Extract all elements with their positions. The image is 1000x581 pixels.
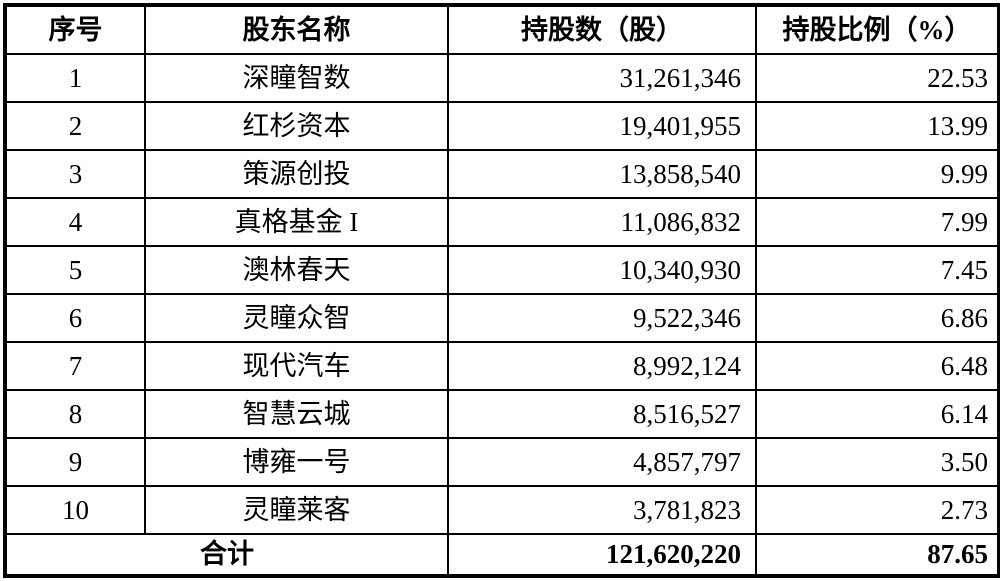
cell-shares: 8,516,527: [447, 389, 757, 439]
cell-name: 策源创投: [144, 149, 449, 199]
cell-shares: 31,261,346: [447, 53, 757, 103]
total-row: 合计 121,620,220 87.65: [4, 533, 1000, 577]
table-row: 4 真格基金 I 11,086,832 7.99: [4, 197, 1000, 247]
header-no: 序号: [4, 4, 146, 55]
cell-name: 智慧云城: [144, 389, 449, 439]
table-row: 5 澳林春天 10,340,930 7.45: [4, 245, 1000, 295]
cell-name: 博雍一号: [144, 437, 449, 487]
cell-shares: 3,781,823: [447, 485, 757, 535]
table-row: 2 红杉资本 19,401,955 13.99: [4, 101, 1000, 151]
table-row: 9 博雍一号 4,857,797 3.50: [4, 437, 1000, 487]
table-row: 10 灵瞳莱客 3,781,823 2.73: [4, 485, 1000, 535]
cell-shares: 13,858,540: [447, 149, 757, 199]
cell-ratio: 7.99: [755, 197, 1000, 247]
cell-no: 10: [4, 485, 146, 535]
cell-ratio: 6.86: [755, 293, 1000, 343]
cell-no: 7: [4, 341, 146, 391]
header-shares-held: 持股数（股）: [447, 4, 757, 55]
header-shareholder-name: 股东名称: [144, 4, 449, 55]
total-ratio-cell: 87.65: [755, 533, 1000, 577]
cell-no: 1: [4, 53, 146, 103]
table-row: 6 灵瞳众智 9,522,346 6.86: [4, 293, 1000, 343]
cell-ratio: 6.48: [755, 341, 1000, 391]
total-shares-cell: 121,620,220: [447, 533, 757, 577]
total-label-cell: 合计: [4, 533, 449, 577]
header-shareholding-ratio: 持股比例（%）: [755, 4, 1000, 55]
cell-shares: 8,992,124: [447, 341, 757, 391]
cell-no: 9: [4, 437, 146, 487]
cell-no: 4: [4, 197, 146, 247]
header-row: 序号 股东名称 持股数（股） 持股比例（%）: [4, 4, 1000, 55]
cell-shares: 10,340,930: [447, 245, 757, 295]
table-row: 7 现代汽车 8,992,124 6.48: [4, 341, 1000, 391]
table-row: 1 深瞳智数 31,261,346 22.53: [4, 53, 1000, 103]
cell-shares: 9,522,346: [447, 293, 757, 343]
cell-ratio: 9.99: [755, 149, 1000, 199]
cell-ratio: 13.99: [755, 101, 1000, 151]
cell-no: 2: [4, 101, 146, 151]
cell-ratio: 6.14: [755, 389, 1000, 439]
cell-name: 澳林春天: [144, 245, 449, 295]
cell-shares: 11,086,832: [447, 197, 757, 247]
cell-ratio: 2.73: [755, 485, 1000, 535]
cell-shares: 19,401,955: [447, 101, 757, 151]
cell-name: 红杉资本: [144, 101, 449, 151]
cell-no: 6: [4, 293, 146, 343]
cell-no: 8: [4, 389, 146, 439]
cell-name: 现代汽车: [144, 341, 449, 391]
cell-ratio: 3.50: [755, 437, 1000, 487]
cell-name: 灵瞳莱客: [144, 485, 449, 535]
shareholder-table: 序号 股东名称 持股数（股） 持股比例（%） 1 深瞳智数 31,261,346…: [3, 3, 1000, 578]
cell-ratio: 22.53: [755, 53, 1000, 103]
cell-name: 灵瞳众智: [144, 293, 449, 343]
cell-name: 真格基金 I: [144, 197, 449, 247]
cell-no: 3: [4, 149, 146, 199]
cell-no: 5: [4, 245, 146, 295]
cell-ratio: 7.45: [755, 245, 1000, 295]
cell-shares: 4,857,797: [447, 437, 757, 487]
cell-name: 深瞳智数: [144, 53, 449, 103]
table-row: 8 智慧云城 8,516,527 6.14: [4, 389, 1000, 439]
table-row: 3 策源创投 13,858,540 9.99: [4, 149, 1000, 199]
